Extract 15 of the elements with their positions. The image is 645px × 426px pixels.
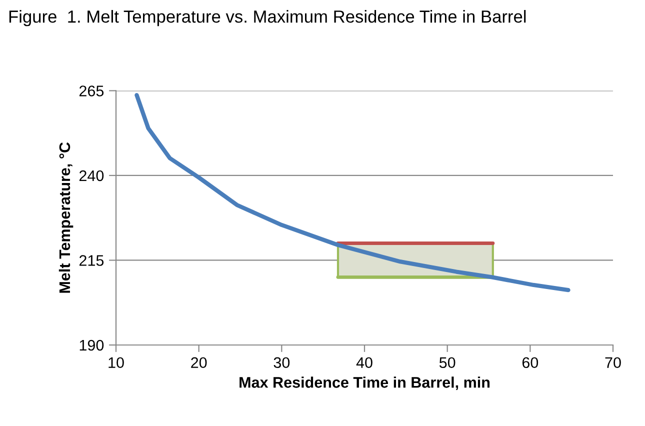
y-tick-label: 190 xyxy=(80,340,104,351)
x-axis-title: Max Residence Time in Barrel, min xyxy=(240,376,490,390)
x-tick-label: 60 xyxy=(522,357,538,368)
x-tick-label: 70 xyxy=(605,357,621,368)
chart-title: Figure 1. Melt Temperature vs. Maximum Residence Time in Barrel xyxy=(9,10,526,26)
x-tick-label: 30 xyxy=(274,357,290,368)
y-tick-label: 215 xyxy=(79,255,104,266)
x-tick-label: 20 xyxy=(191,357,207,368)
y-tick-label: 240 xyxy=(79,170,104,182)
x-tick-label: 50 xyxy=(439,357,456,368)
y-axis-title: Melt Temperature, °C xyxy=(58,142,74,293)
line-series xyxy=(134,93,570,292)
x-tick-label: 40 xyxy=(356,357,372,368)
x-tick-label: 10 xyxy=(108,357,124,368)
y-tick-label: 265 xyxy=(79,86,104,96)
